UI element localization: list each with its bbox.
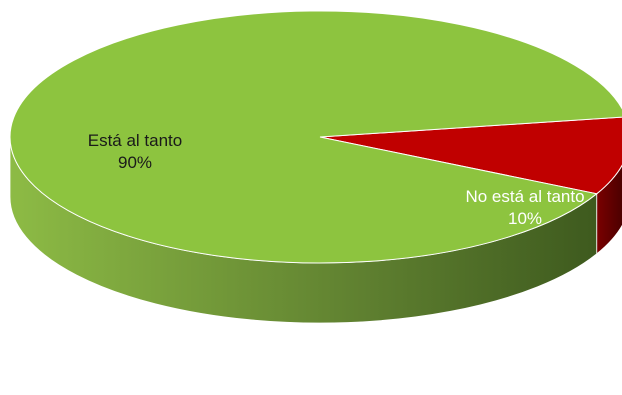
slice-label-esta-al-tanto: Está al tanto 90%	[60, 130, 210, 174]
slice-percent: 90%	[117, 153, 153, 172]
slice-label-no-esta-al-tanto: No está al tanto 10%	[440, 186, 610, 230]
slice-name: No está al tanto	[465, 187, 585, 206]
slice-percent: 10%	[507, 209, 543, 228]
pie-slice-0	[9, 10, 622, 264]
slice-name: Está al tanto	[87, 131, 183, 150]
pie-slice-1	[319, 116, 622, 195]
